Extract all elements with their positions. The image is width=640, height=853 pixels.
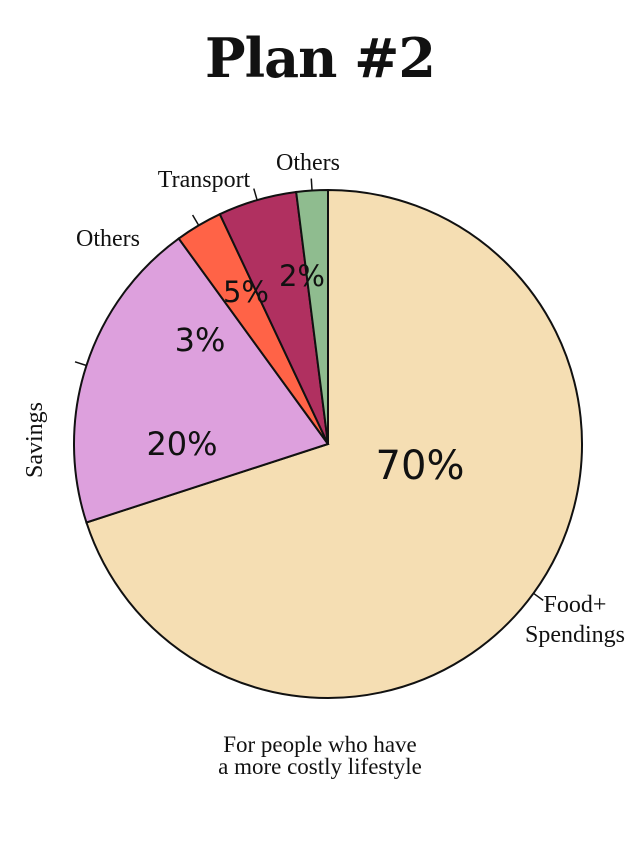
pie-category-label-2: Others — [76, 226, 140, 252]
pie-tick-4 — [310, 178, 313, 191]
pie-value-label-2: 3% — [175, 321, 226, 359]
pie-category-label-3: Transport — [158, 167, 251, 193]
caption-line-2: a more costly lifestyle — [218, 754, 422, 779]
pie-category-label-0: Food+ Spendings — [525, 592, 625, 648]
pie-tick-2 — [191, 214, 200, 226]
pie-value-label-4: 2% — [279, 259, 325, 293]
chart-title: Plan #2 — [205, 26, 436, 90]
pie-slice-4 — [295, 188, 329, 445]
pie-tick-1 — [74, 361, 87, 367]
pie-value-label-1: 20% — [146, 425, 217, 463]
pie-value-label-3: 5% — [223, 275, 269, 309]
pie-value-label-0: 70% — [376, 443, 465, 489]
pie-slice-0 — [85, 188, 583, 699]
chart-caption: For people who have a more costly lifest… — [0, 732, 640, 779]
pie-category-label-4: Others — [276, 150, 340, 176]
pie-slice-1 — [73, 237, 330, 524]
pie-tick-3 — [253, 188, 258, 201]
pie-tick-0 — [533, 592, 544, 601]
caption-line-1: For people who have — [223, 732, 417, 757]
pie-category-label-1: Savings — [22, 402, 48, 478]
